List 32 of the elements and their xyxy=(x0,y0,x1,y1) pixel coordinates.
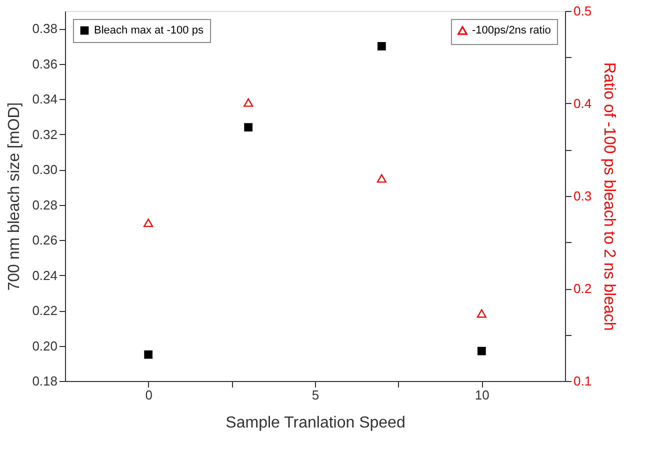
y-tick-label: 0.32 xyxy=(32,126,58,142)
point xyxy=(376,174,386,183)
point xyxy=(377,42,386,50)
point xyxy=(476,309,486,318)
y2-tick-label: 0.4 xyxy=(574,96,592,111)
y-tick-label: 0.22 xyxy=(32,303,58,318)
y-tick-label: 0.38 xyxy=(32,21,58,36)
x-tick-label: 5 xyxy=(312,388,320,402)
y2-axis-title: Ratio of -100 ps bleach to 2 ns bleach xyxy=(600,62,618,331)
point xyxy=(244,123,253,132)
y-tick-label: 0.26 xyxy=(32,232,58,248)
point xyxy=(144,350,153,359)
y-tick-label: 0.30 xyxy=(32,162,58,178)
y-axis-title: 700 nm bleach size [mOD] xyxy=(6,102,24,291)
x-tick-label: 0 xyxy=(145,388,152,402)
y-tick-label: 0.34 xyxy=(32,92,58,107)
y-tick-label: 0.20 xyxy=(32,338,58,354)
y-tick-label: 0.36 xyxy=(32,56,58,72)
y-tick-label: 0.28 xyxy=(32,197,58,212)
y-tick-label: 0.24 xyxy=(32,268,58,283)
y-tick-label: 0.18 xyxy=(32,374,58,388)
y2-tick-label: 0.3 xyxy=(574,188,592,204)
y2-tick-label: 0.1 xyxy=(574,374,592,388)
point xyxy=(244,98,254,107)
x-axis-title: Sample Tranlation Speed xyxy=(226,414,406,432)
legend-label: -100ps/2ns ratio xyxy=(472,24,551,36)
y2-tick-label: 0.5 xyxy=(574,4,592,18)
legend-label: Bleach max at -100 ps xyxy=(94,24,204,36)
point xyxy=(144,218,154,228)
x-tick-label: 10 xyxy=(474,388,490,402)
y2-tick-label: 0.2 xyxy=(574,281,592,296)
point xyxy=(477,346,486,356)
